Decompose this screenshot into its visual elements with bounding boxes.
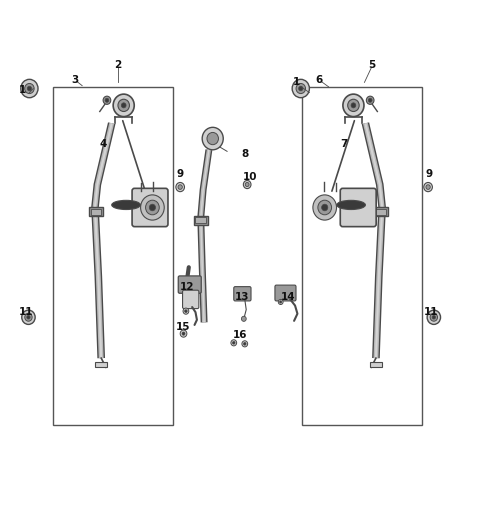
Ellipse shape bbox=[336, 200, 365, 209]
FancyBboxPatch shape bbox=[178, 276, 201, 293]
Circle shape bbox=[368, 98, 372, 102]
Text: 1: 1 bbox=[293, 77, 300, 88]
Circle shape bbox=[430, 313, 438, 321]
Circle shape bbox=[348, 99, 359, 112]
Text: 4: 4 bbox=[100, 139, 108, 148]
Text: 10: 10 bbox=[242, 172, 257, 182]
Circle shape bbox=[427, 310, 441, 325]
Text: 3: 3 bbox=[71, 75, 79, 85]
Text: 2: 2 bbox=[114, 59, 121, 70]
Circle shape bbox=[343, 94, 364, 117]
Text: 9: 9 bbox=[177, 169, 184, 179]
Circle shape bbox=[432, 315, 435, 319]
FancyBboxPatch shape bbox=[132, 188, 168, 227]
Circle shape bbox=[292, 79, 310, 98]
Text: 14: 14 bbox=[280, 292, 295, 302]
Circle shape bbox=[180, 330, 187, 337]
Circle shape bbox=[322, 204, 328, 211]
Circle shape bbox=[207, 133, 218, 145]
Circle shape bbox=[351, 103, 356, 108]
Circle shape bbox=[241, 316, 246, 322]
FancyBboxPatch shape bbox=[234, 287, 251, 301]
Text: 11: 11 bbox=[18, 307, 33, 317]
Circle shape bbox=[366, 96, 374, 104]
Circle shape bbox=[424, 182, 432, 191]
Circle shape bbox=[313, 195, 336, 220]
FancyBboxPatch shape bbox=[340, 188, 376, 227]
Bar bbox=[53, 88, 173, 424]
Circle shape bbox=[24, 83, 34, 94]
Bar bbox=[195, 217, 206, 223]
Circle shape bbox=[280, 301, 282, 303]
FancyBboxPatch shape bbox=[182, 290, 199, 309]
Bar bbox=[91, 208, 101, 215]
Circle shape bbox=[232, 342, 235, 344]
Circle shape bbox=[22, 310, 35, 325]
Text: 7: 7 bbox=[341, 139, 348, 148]
Ellipse shape bbox=[112, 200, 141, 209]
Text: 6: 6 bbox=[315, 75, 323, 85]
Circle shape bbox=[113, 94, 134, 117]
Circle shape bbox=[231, 340, 237, 346]
Circle shape bbox=[245, 182, 249, 186]
Text: 13: 13 bbox=[235, 292, 250, 302]
Text: 5: 5 bbox=[368, 59, 375, 70]
Text: 16: 16 bbox=[233, 330, 247, 340]
Circle shape bbox=[182, 332, 185, 335]
Circle shape bbox=[176, 182, 184, 191]
Text: 11: 11 bbox=[424, 307, 439, 317]
Circle shape bbox=[243, 180, 251, 188]
Circle shape bbox=[242, 341, 248, 347]
Circle shape bbox=[318, 200, 332, 215]
Circle shape bbox=[141, 195, 164, 220]
Circle shape bbox=[243, 343, 246, 345]
Text: 12: 12 bbox=[180, 282, 194, 292]
Circle shape bbox=[105, 98, 109, 102]
Circle shape bbox=[299, 86, 303, 91]
Circle shape bbox=[27, 315, 30, 319]
Text: 1: 1 bbox=[19, 85, 26, 95]
Circle shape bbox=[118, 99, 130, 112]
Text: 9: 9 bbox=[425, 169, 432, 179]
Text: 8: 8 bbox=[241, 149, 249, 159]
Circle shape bbox=[121, 103, 126, 108]
Circle shape bbox=[278, 300, 283, 305]
Circle shape bbox=[178, 185, 182, 189]
Circle shape bbox=[426, 185, 430, 189]
Circle shape bbox=[185, 310, 187, 312]
Bar bbox=[89, 207, 103, 216]
FancyBboxPatch shape bbox=[275, 285, 296, 301]
Bar bbox=[374, 207, 388, 216]
Bar bbox=[302, 88, 422, 424]
Circle shape bbox=[145, 200, 159, 215]
Circle shape bbox=[21, 79, 38, 98]
Circle shape bbox=[296, 83, 306, 94]
Bar bbox=[193, 216, 208, 225]
Circle shape bbox=[149, 204, 156, 211]
Circle shape bbox=[25, 313, 32, 321]
Bar bbox=[376, 208, 386, 215]
Circle shape bbox=[202, 127, 223, 150]
Bar bbox=[370, 362, 382, 367]
Circle shape bbox=[27, 86, 32, 91]
Text: 15: 15 bbox=[176, 323, 191, 332]
Circle shape bbox=[183, 308, 189, 314]
Bar bbox=[96, 362, 107, 367]
Circle shape bbox=[103, 96, 111, 104]
